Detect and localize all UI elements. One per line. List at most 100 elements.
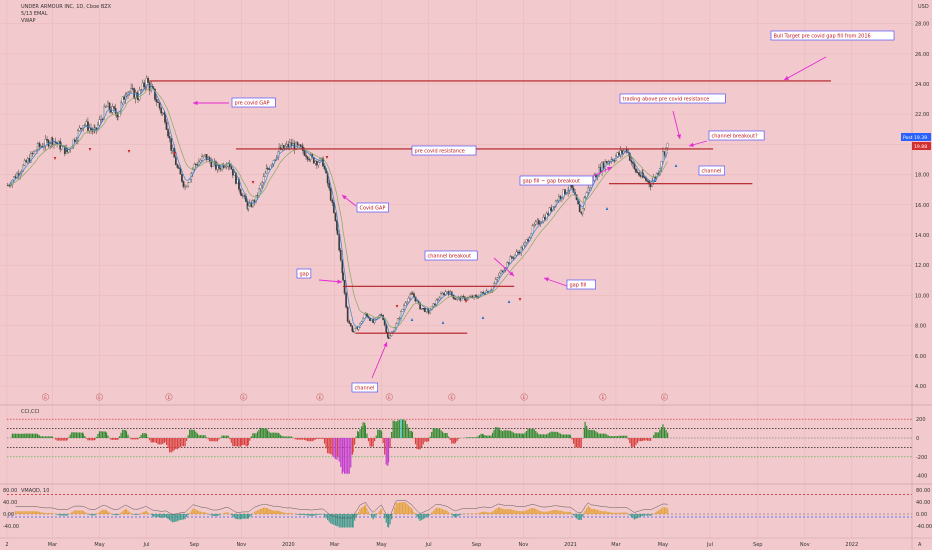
time-tick-label[interactable]: Sep bbox=[190, 542, 199, 548]
cci-bar bbox=[59, 438, 61, 441]
earnings-marker[interactable] bbox=[316, 393, 324, 401]
oscillator-bar bbox=[222, 513, 225, 514]
price-axis[interactable]: USD28.0026.0024.0022.0020.0018.0016.0014… bbox=[901, 0, 931, 550]
cci-bar bbox=[286, 436, 288, 438]
pre-covid-resistance-note-box[interactable] bbox=[411, 145, 477, 156]
time-tick-label[interactable]: Jul bbox=[706, 542, 713, 548]
oscillator-bar bbox=[624, 512, 626, 514]
oscillator-bar bbox=[348, 514, 350, 528]
earnings-marker[interactable] bbox=[448, 393, 456, 401]
channel-breakout-q-note-box[interactable] bbox=[708, 130, 765, 141]
earnings-marker[interactable] bbox=[41, 393, 50, 401]
gap-fill-breakout-note-box[interactable] bbox=[519, 175, 594, 186]
oscillator-bar bbox=[319, 514, 321, 515]
time-tick-label[interactable]: 2020 bbox=[282, 542, 295, 548]
time-tick-label[interactable]: Mar bbox=[611, 542, 621, 548]
candle-body bbox=[264, 172, 267, 177]
time-tick-label[interactable]: 2021 bbox=[564, 542, 577, 548]
pre-covid-resistance-note[interactable]: pre covid resistance bbox=[411, 145, 477, 156]
candle-body bbox=[100, 119, 102, 121]
oscillator-bar bbox=[409, 506, 411, 514]
timezone-label[interactable]: A bbox=[918, 542, 922, 548]
gap-fill-note[interactable]: gap fill bbox=[566, 279, 596, 290]
earnings-marker[interactable] bbox=[95, 393, 104, 401]
pre-covid-gap-note-box[interactable] bbox=[231, 97, 276, 108]
channel-right-note-box[interactable] bbox=[698, 165, 725, 176]
candle-body bbox=[534, 221, 537, 225]
gap-note-box[interactable] bbox=[296, 268, 312, 279]
time-tick-label[interactable]: Sep bbox=[472, 542, 481, 548]
candle-body bbox=[396, 318, 399, 324]
oscillator-bar bbox=[645, 514, 647, 516]
time-tick-label[interactable]: Jul bbox=[142, 542, 149, 548]
trading-above-note[interactable]: trading above pre covid resistance bbox=[619, 93, 726, 104]
earnings-marker[interactable] bbox=[599, 393, 607, 401]
time-tick-label[interactable]: May bbox=[94, 542, 104, 548]
time-tick-label[interactable]: May bbox=[658, 542, 668, 548]
earnings-marker[interactable] bbox=[165, 393, 173, 401]
close-price-tag[interactable]: 19.88 bbox=[912, 142, 931, 150]
candle-body bbox=[342, 272, 344, 281]
channel-bottom-note-box[interactable] bbox=[351, 382, 378, 393]
oscillator-bar bbox=[270, 509, 272, 514]
channel-bottom-note[interactable]: channel bbox=[351, 382, 378, 393]
cci-bar bbox=[567, 434, 569, 438]
channel-breakout-q-note[interactable]: channel breakout? bbox=[708, 130, 765, 141]
cci-bar bbox=[75, 432, 77, 438]
candle-body bbox=[332, 202, 335, 213]
candle-body bbox=[559, 196, 562, 199]
oscillator-bar bbox=[90, 514, 92, 516]
cci-bar bbox=[556, 431, 558, 438]
time-axis[interactable]: 2 Mar May Jul Sep Nov 2020 Mar May Jul Sep Nov 2021 M… bbox=[0, 537, 932, 548]
time-tick-label[interactable]: Jul bbox=[425, 542, 432, 548]
gap-fill-note-box[interactable] bbox=[566, 279, 596, 290]
covid-gap-note[interactable]: Covid GAP bbox=[356, 202, 389, 213]
last-price-tag[interactable]: Post 19.39 bbox=[901, 133, 931, 141]
candle-body bbox=[143, 82, 146, 88]
oscillator-bar bbox=[165, 514, 168, 518]
channel-right-note[interactable]: channel bbox=[698, 165, 725, 176]
cci-bar bbox=[639, 438, 642, 442]
candle-body bbox=[373, 318, 376, 323]
bull-target-note-box[interactable] bbox=[770, 30, 895, 41]
bull-target-note[interactable]: Bull Target pre covid gap fill from 2016 bbox=[770, 30, 895, 41]
time-tick-label[interactable]: Nov bbox=[519, 542, 529, 548]
time-tick-label[interactable]: 2 bbox=[5, 542, 8, 548]
pre-covid-gap-note[interactable]: pre covid GAP bbox=[231, 97, 276, 108]
time-tick-label[interactable]: Mar bbox=[330, 542, 340, 548]
candle-body bbox=[308, 159, 311, 161]
channel-breakout-note[interactable]: channel breakout bbox=[424, 250, 478, 261]
gap-fill-breakout-note[interactable]: gap fill ~ gap breakout bbox=[519, 175, 594, 186]
oscillator-bar bbox=[178, 514, 180, 521]
candle-body bbox=[422, 308, 425, 310]
cci-bar bbox=[500, 430, 502, 438]
earnings-marker[interactable] bbox=[385, 393, 393, 401]
cci-bar bbox=[547, 433, 549, 438]
channel-breakout-note-box[interactable] bbox=[424, 250, 478, 261]
price-tick-label: 8.00 bbox=[915, 324, 926, 330]
earnings-marker[interactable] bbox=[660, 393, 669, 401]
earnings-marker[interactable] bbox=[520, 393, 528, 401]
oscillator-bar bbox=[310, 514, 312, 516]
cci-bar bbox=[323, 438, 326, 444]
time-tick-label[interactable]: May bbox=[376, 542, 386, 548]
gap-note[interactable]: gap bbox=[296, 268, 312, 279]
time-tick-label[interactable]: Sep bbox=[753, 542, 762, 548]
channel-bottom-note-text: channel bbox=[355, 385, 375, 391]
earnings-marker[interactable] bbox=[240, 393, 248, 401]
time-tick-label[interactable]: Nov bbox=[800, 542, 810, 548]
cci-bar bbox=[370, 438, 373, 447]
cci-bar bbox=[154, 438, 156, 443]
oscillator-bar bbox=[425, 514, 427, 518]
trading-above-note-box[interactable] bbox=[619, 93, 726, 104]
oscillator-bar bbox=[451, 514, 453, 515]
covid-gap-note-box[interactable] bbox=[356, 202, 389, 213]
time-tick-label[interactable]: 2022 bbox=[845, 542, 858, 548]
time-tick-label[interactable]: Nov bbox=[236, 542, 246, 548]
cci-bar bbox=[163, 438, 165, 444]
cci-bar bbox=[470, 437, 472, 438]
annotation-notes[interactable]: Bull Target pre covid gap fill from 2016… bbox=[231, 30, 895, 393]
time-tick-label[interactable]: Mar bbox=[48, 542, 58, 548]
